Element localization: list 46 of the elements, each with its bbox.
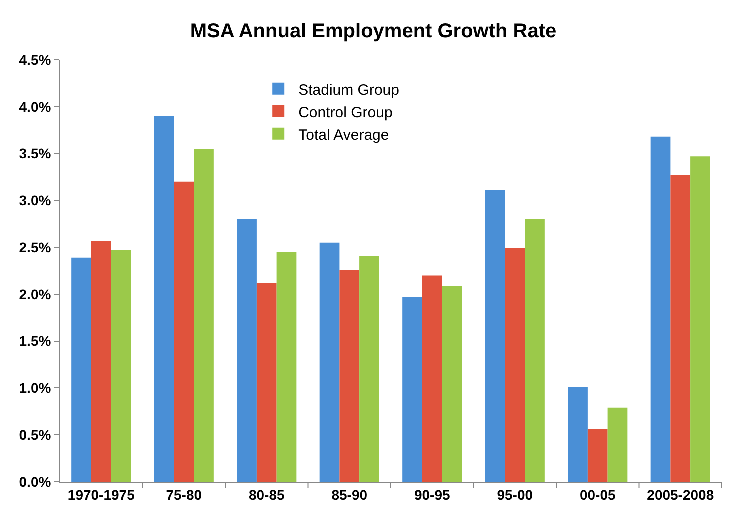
bar <box>525 219 545 482</box>
y-tick-label: 4.0% <box>19 98 52 115</box>
bar <box>320 242 340 482</box>
y-tick-label: 0.5% <box>19 427 52 444</box>
bar <box>422 276 442 482</box>
bar <box>670 175 691 482</box>
bar <box>237 219 257 482</box>
bar <box>442 286 462 482</box>
bar <box>608 408 628 482</box>
bar <box>154 116 174 482</box>
x-tick-label: 95-00 <box>497 486 534 503</box>
y-tick-label: 2.0% <box>19 286 52 302</box>
y-tick-label: 4.5% <box>19 52 52 68</box>
x-tick-label: 90-95 <box>414 486 450 503</box>
bar <box>588 429 608 482</box>
bar <box>276 252 297 482</box>
bar <box>111 250 132 482</box>
bar <box>340 270 360 482</box>
bar <box>690 156 710 482</box>
bar <box>91 240 112 482</box>
x-tick-label: 1970-1975 <box>68 486 136 503</box>
y-tick-label: 1.5% <box>19 333 52 350</box>
y-tick-label: 2.5% <box>19 239 52 256</box>
bar <box>568 387 588 482</box>
x-tick-label: 80-85 <box>248 486 285 503</box>
legend-label: Control Group <box>298 104 393 122</box>
legend-label: Stadium Group <box>298 82 400 99</box>
y-tick-label: 3.0% <box>19 192 52 209</box>
bar <box>360 256 380 482</box>
y-tick-label: 3.5% <box>19 146 52 162</box>
y-tick-label: 0.0% <box>19 474 52 490</box>
bar <box>194 149 214 482</box>
x-tick-label: 85-90 <box>332 486 368 503</box>
bar <box>650 136 671 482</box>
bar <box>402 297 422 482</box>
bar <box>72 258 92 482</box>
chart-title: MSA Annual Employment Growth Rate <box>190 20 557 43</box>
bar <box>485 190 506 482</box>
bar <box>505 248 526 482</box>
legend-label: Total Average <box>298 126 390 144</box>
bar <box>256 283 277 482</box>
x-tick-label: 75-80 <box>166 486 202 503</box>
bar <box>174 182 194 482</box>
y-tick-label: 1.0% <box>19 380 52 396</box>
x-tick-label: 2005-2008 <box>647 486 714 503</box>
x-tick-label: 00-05 <box>580 486 616 503</box>
